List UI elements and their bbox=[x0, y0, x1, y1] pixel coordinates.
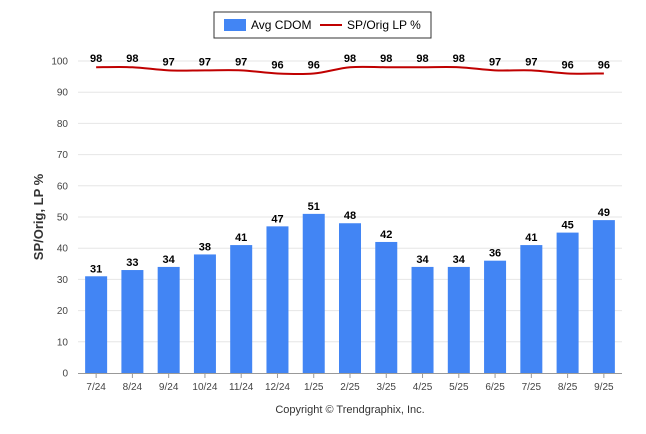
series-line-sp-orig-lp bbox=[96, 65, 604, 76]
y-tick-label: 0 bbox=[62, 369, 68, 380]
bar bbox=[157, 266, 180, 373]
bar bbox=[302, 213, 325, 373]
bar bbox=[556, 232, 579, 373]
y-tick-label: 90 bbox=[57, 88, 69, 99]
line-value-label: 96 bbox=[598, 59, 610, 71]
x-tick-label: 7/25 bbox=[522, 382, 542, 393]
copyright-footer: Copyright © Trendgraphix, Inc. bbox=[275, 404, 424, 416]
bar-value-label: 51 bbox=[308, 201, 320, 213]
x-tick-label: 9/24 bbox=[159, 382, 179, 393]
bar bbox=[339, 223, 361, 373]
line-value-label: 98 bbox=[416, 53, 428, 65]
x-tick-label: 9/25 bbox=[594, 382, 614, 393]
y-tick-label: 10 bbox=[57, 337, 69, 348]
x-tick-label: 1/25 bbox=[304, 382, 324, 393]
y-axis-ticks: 0 10 20 30 40 50 60 70 80 90 100 bbox=[51, 57, 68, 380]
y-tick-label: 20 bbox=[57, 306, 69, 317]
line-value-label: 96 bbox=[308, 59, 320, 71]
legend[interactable]: Avg CDOM SP/Orig LP % bbox=[213, 11, 432, 39]
bar-value-label: 47 bbox=[271, 213, 283, 225]
x-tick-label: 10/24 bbox=[192, 382, 217, 393]
bar-value-label: 42 bbox=[380, 229, 392, 241]
legend-line-label: SP/Orig LP % bbox=[347, 18, 421, 32]
bar-value-label: 45 bbox=[561, 220, 573, 232]
line-value-label: 98 bbox=[126, 53, 138, 65]
bar bbox=[520, 245, 543, 373]
bar-value-label: 33 bbox=[126, 257, 138, 269]
bar bbox=[484, 260, 507, 373]
x-tick-label: 4/25 bbox=[413, 382, 433, 393]
y-axis-label: SP/Orig, LP % bbox=[31, 173, 46, 260]
bar bbox=[121, 270, 144, 373]
line-value-label: 98 bbox=[344, 53, 356, 65]
y-tick-label: 70 bbox=[57, 150, 69, 161]
x-tick-label: 12/24 bbox=[265, 382, 290, 393]
line-labels: 98 98 97 97 97 96 96 98 98 98 98 97 97 96 96 bbox=[90, 53, 610, 71]
bar bbox=[85, 276, 108, 373]
bar-value-label: 41 bbox=[525, 232, 537, 244]
bar-value-label: 31 bbox=[90, 263, 102, 275]
bar-labels: 31 33 34 38 41 47 51 48 42 34 34 36 41 45 49 bbox=[90, 201, 610, 275]
line-value-label: 97 bbox=[489, 56, 501, 68]
y-tick-label: 100 bbox=[51, 57, 68, 68]
bar-value-label: 38 bbox=[199, 241, 211, 253]
bar bbox=[375, 241, 398, 373]
x-tick-label: 5/25 bbox=[449, 382, 469, 393]
x-tick-label: 8/24 bbox=[123, 382, 143, 393]
bar bbox=[592, 220, 615, 373]
bar bbox=[266, 226, 289, 373]
line-value-label: 97 bbox=[525, 56, 537, 68]
legend-bar-label: Avg CDOM bbox=[251, 18, 311, 32]
y-tick-label: 80 bbox=[57, 119, 69, 130]
bar-value-label: 41 bbox=[235, 232, 247, 244]
line-value-label: 97 bbox=[163, 56, 175, 68]
line-value-label: 97 bbox=[199, 56, 211, 68]
x-tick-label: 6/25 bbox=[485, 382, 505, 393]
bars bbox=[85, 213, 615, 373]
bar bbox=[447, 266, 470, 373]
bar bbox=[193, 254, 216, 373]
bar-value-label: 48 bbox=[344, 210, 356, 222]
bar-value-label: 34 bbox=[163, 254, 176, 266]
x-tick-label: 3/25 bbox=[377, 382, 397, 393]
line-value-label: 96 bbox=[271, 59, 283, 71]
x-tick-label: 8/25 bbox=[558, 382, 578, 393]
line-value-label: 96 bbox=[561, 59, 573, 71]
x-axis-ticks: 7/24 8/24 9/24 10/24 11/24 12/24 1/25 2/25 3/25 4… bbox=[86, 373, 614, 393]
line-value-label: 98 bbox=[380, 53, 392, 65]
y-tick-label: 60 bbox=[57, 181, 69, 192]
line-value-label: 98 bbox=[453, 53, 465, 65]
bar-value-label: 49 bbox=[598, 207, 610, 219]
y-tick-label: 40 bbox=[57, 244, 69, 255]
line-value-label: 97 bbox=[235, 56, 247, 68]
y-tick-label: 30 bbox=[57, 275, 69, 286]
bar-value-label: 34 bbox=[416, 254, 429, 266]
bar bbox=[411, 266, 434, 373]
y-tick-label: 50 bbox=[57, 213, 69, 224]
bar bbox=[230, 245, 253, 373]
legend-bar-swatch bbox=[224, 19, 246, 31]
bar-value-label: 36 bbox=[489, 248, 501, 260]
x-tick-label: 7/24 bbox=[86, 382, 106, 393]
line-value-label: 98 bbox=[90, 53, 102, 65]
bar-value-label: 34 bbox=[453, 254, 466, 266]
x-tick-label: 2/25 bbox=[340, 382, 360, 393]
x-tick-label: 11/24 bbox=[229, 382, 254, 393]
